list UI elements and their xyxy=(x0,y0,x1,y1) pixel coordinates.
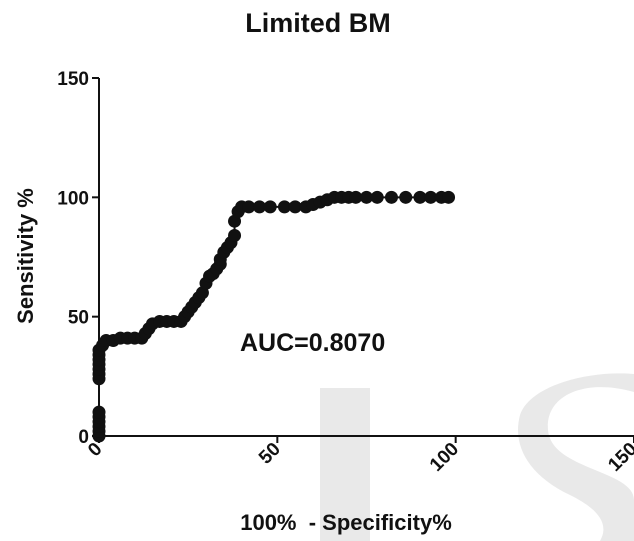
roc-series-line xyxy=(98,196,449,436)
x-tick-label: 0 xyxy=(84,439,106,461)
x-tick-label: 150 xyxy=(604,439,634,476)
roc-point xyxy=(277,200,291,214)
y-tick-label: 150 xyxy=(57,69,89,90)
roc-point xyxy=(288,200,302,214)
roc-point xyxy=(263,200,277,214)
chart-title: Limited BM xyxy=(245,8,391,38)
y-tick-label: 100 xyxy=(57,188,89,209)
y-axis-label: Sensitivity % xyxy=(13,188,38,324)
roc-point xyxy=(370,190,384,204)
watermark xyxy=(320,373,634,541)
x-tick-label: 100 xyxy=(426,439,463,476)
roc-point xyxy=(242,200,256,214)
roc-point xyxy=(399,190,413,204)
roc-curve xyxy=(92,190,456,443)
y-tick-label: 0 xyxy=(78,427,89,448)
roc-point xyxy=(228,229,242,243)
x-axis-label: 100% - Specificity% xyxy=(240,510,452,535)
watermark-letter-shape xyxy=(518,373,634,541)
roc-point xyxy=(253,200,266,214)
roc-point xyxy=(413,190,427,204)
auc-annotation: AUC=0.8070 xyxy=(240,329,385,357)
y-tick-label: 50 xyxy=(68,308,89,329)
roc-point xyxy=(360,190,373,204)
roc-point xyxy=(442,190,456,204)
roc-point xyxy=(92,405,106,419)
roc-point xyxy=(384,190,398,204)
roc-point xyxy=(349,190,363,204)
roc-point xyxy=(424,190,438,204)
watermark-letter-shape xyxy=(320,388,370,541)
x-tick-label: 50 xyxy=(255,439,285,469)
